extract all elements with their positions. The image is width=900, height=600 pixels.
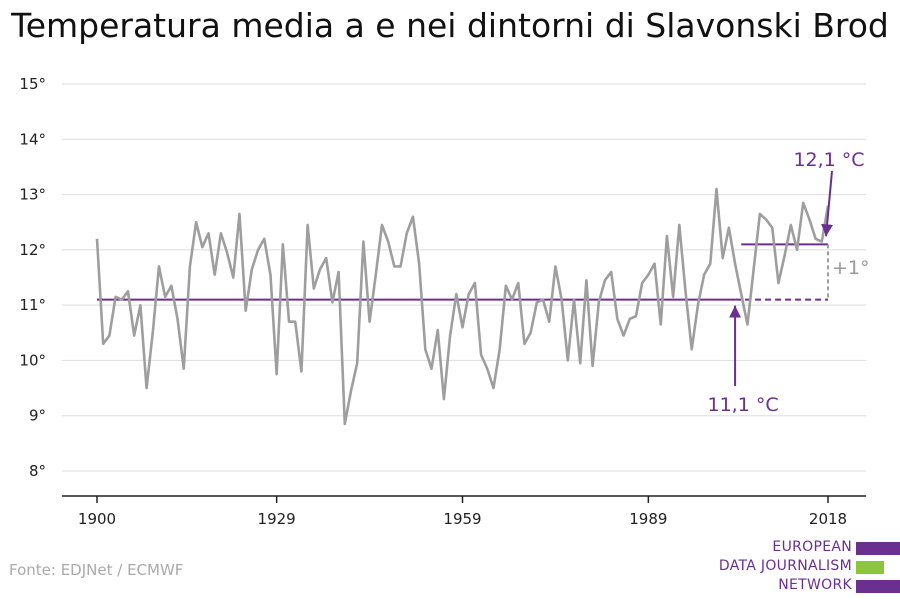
- x-axis-ticks: 1900 1929 1959 1989 2018: [78, 496, 847, 528]
- y-axis-ticks: 8° 9° 10° 11° 12° 13° 14° 15°: [19, 75, 46, 480]
- logo-bar-green: [856, 561, 884, 574]
- x-tick-label: 1989: [629, 510, 667, 528]
- y-tick-label: 10°: [19, 351, 46, 369]
- source-note: Fonte: EDJNet / ECMWF: [9, 561, 184, 579]
- logo-text: EUROPEAN DATA JOURNALISM NETWORK: [719, 538, 852, 595]
- logo-line-2: DATA JOURNALISM: [718, 558, 852, 574]
- x-tick-label: 2018: [809, 510, 847, 528]
- difference-label: +1°: [832, 257, 870, 279]
- y-tick-label: 8°: [29, 462, 46, 480]
- baseline-value-label: 11,1 °C: [708, 394, 779, 416]
- edjnet-logo: EUROPEAN DATA JOURNALISM NETWORK: [700, 538, 900, 598]
- annotations: +1° 11,1 °C 12,1 °C: [708, 149, 870, 416]
- chart-title: Temperatura media a e nei dintorni di Sl…: [11, 6, 889, 45]
- gridlines: [62, 83, 866, 472]
- logo-line-3: NETWORK: [778, 577, 852, 593]
- y-tick-label: 9°: [29, 407, 46, 425]
- y-tick-label: 11°: [19, 296, 46, 314]
- x-tick-label: 1900: [78, 510, 116, 528]
- logo-bar-purple-top: [856, 542, 900, 555]
- temperature-series-line: [95, 187, 830, 426]
- y-tick-label: 14°: [19, 130, 46, 148]
- recent-value-label: 12,1 °C: [793, 149, 864, 171]
- logo-bar-purple-bottom: [856, 580, 900, 593]
- x-tick-label: 1959: [443, 510, 481, 528]
- reference-lines: [97, 243, 828, 301]
- y-tick-label: 15°: [19, 75, 46, 93]
- y-tick-label: 12°: [19, 241, 46, 259]
- y-tick-label: 13°: [19, 186, 46, 204]
- logo-line-1: EUROPEAN: [772, 539, 852, 555]
- recent-arrow: [821, 170, 834, 237]
- x-tick-label: 1929: [258, 510, 296, 528]
